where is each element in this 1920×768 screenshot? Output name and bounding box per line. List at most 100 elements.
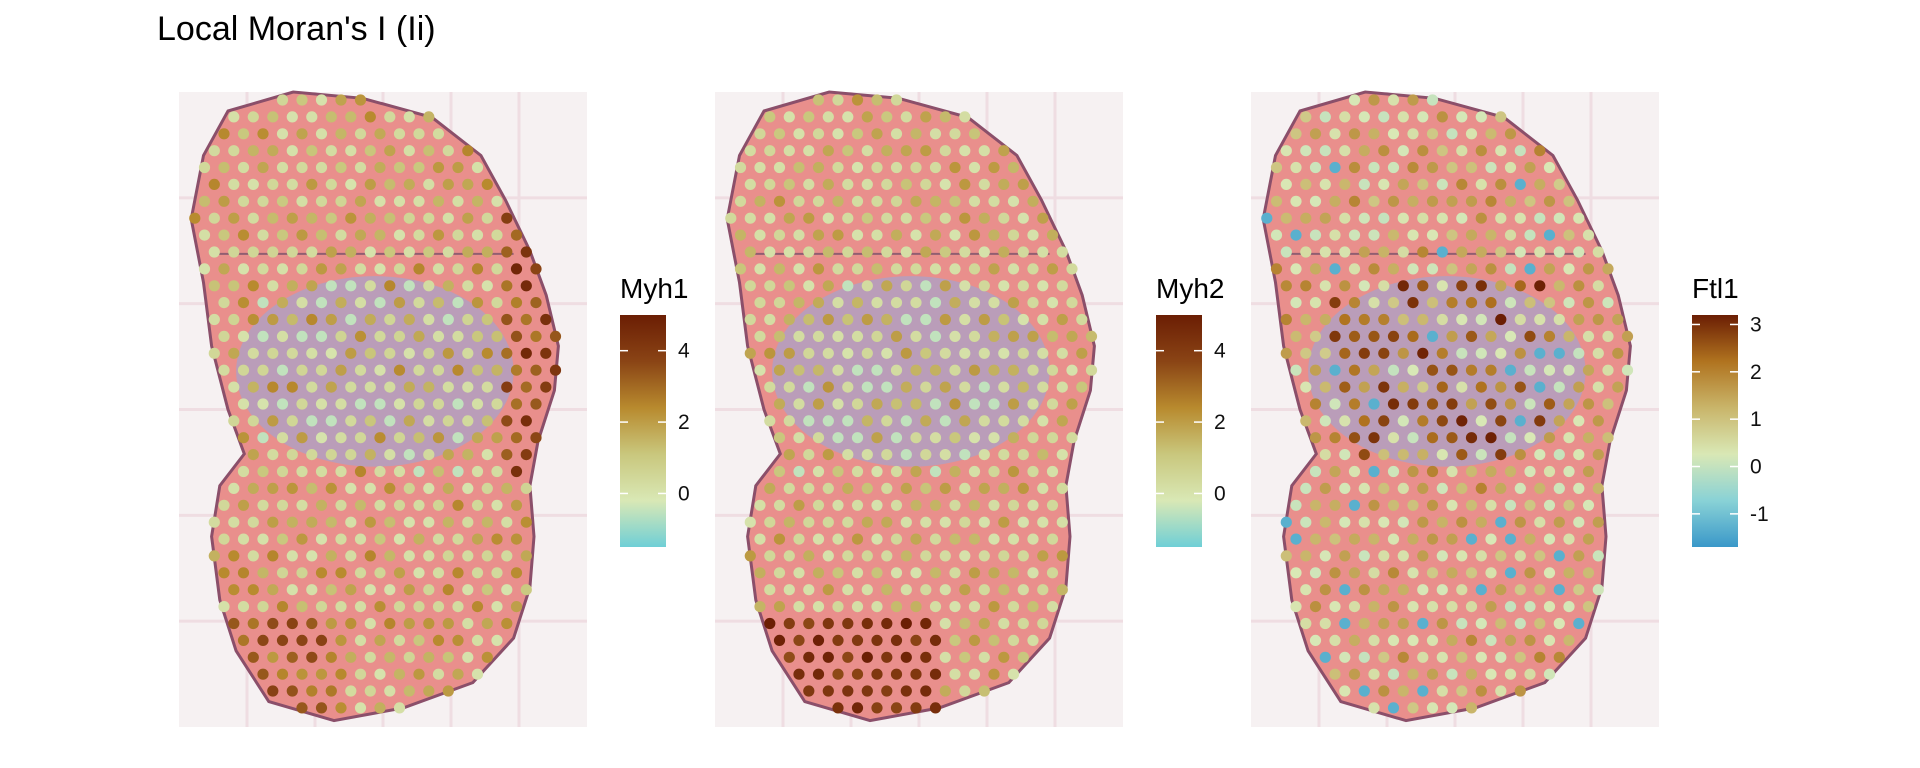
spot-myh1 <box>315 161 328 174</box>
spot-ftl1 <box>1407 398 1419 410</box>
spot-myh2 <box>1046 465 1059 478</box>
spot-ftl1 <box>1348 297 1361 309</box>
spot-ftl1 <box>1397 617 1409 630</box>
spot-myh2 <box>1027 432 1039 444</box>
spot-myh1 <box>393 567 406 579</box>
spot-ftl1 <box>1436 381 1448 393</box>
spot-myh1 <box>374 229 386 241</box>
spot-ftl1 <box>1309 432 1322 444</box>
spot-myh1 <box>237 128 250 140</box>
spot-myh2 <box>920 313 932 326</box>
spot-ftl1 <box>1514 617 1526 630</box>
spot-myh1 <box>442 381 454 393</box>
spot-myh2 <box>812 161 825 174</box>
spot-ftl1 <box>1407 364 1419 376</box>
spot-myh2 <box>968 263 981 275</box>
spot-ftl1 <box>1290 229 1302 241</box>
spot-myh1 <box>510 398 523 410</box>
spot-myh2 <box>949 128 961 140</box>
spot-ftl1 <box>1300 145 1312 157</box>
spot-myh1 <box>354 567 367 579</box>
spot-ftl1 <box>1319 212 1331 224</box>
spot-ftl1 <box>1378 111 1390 123</box>
spot-ftl1 <box>1270 263 1283 275</box>
spot-ftl1 <box>1543 398 1556 410</box>
spot-ftl1 <box>1417 246 1429 258</box>
spot-myh2 <box>1027 364 1039 376</box>
spot-myh1 <box>364 449 376 461</box>
spot-myh1 <box>501 415 513 427</box>
spot-myh2 <box>1056 313 1068 326</box>
spot-myh2 <box>754 161 766 174</box>
spot-myh1 <box>335 668 347 680</box>
spot-ftl1 <box>1504 128 1517 140</box>
spot-ftl1 <box>1543 533 1556 545</box>
spot-myh1 <box>354 195 367 207</box>
spot-myh2 <box>832 161 844 174</box>
spot-myh1 <box>267 280 279 292</box>
spot-myh2 <box>890 195 903 207</box>
spot-ftl1 <box>1397 280 1409 292</box>
spot-myh2 <box>754 229 766 241</box>
spot-myh2 <box>793 263 805 275</box>
spot-ftl1 <box>1621 330 1634 342</box>
spot-ftl1 <box>1339 550 1351 562</box>
spot-ftl1 <box>1407 634 1419 647</box>
spot-ftl1 <box>1339 516 1351 528</box>
spot-myh2 <box>1017 347 1029 359</box>
spot-ftl1 <box>1534 347 1546 359</box>
spot-myh2 <box>842 246 854 258</box>
spot-myh2 <box>881 415 893 427</box>
spot-ftl1 <box>1319 178 1331 190</box>
spot-myh1 <box>471 601 484 613</box>
spot-ftl1 <box>1495 178 1507 190</box>
spot-myh2 <box>920 347 932 359</box>
spot-ftl1 <box>1563 567 1575 579</box>
spot-myh2 <box>998 550 1010 562</box>
spot-myh1 <box>442 550 454 562</box>
spot-myh1 <box>247 651 259 663</box>
spot-myh1 <box>364 685 376 697</box>
spot-myh1 <box>403 212 415 224</box>
spot-myh1 <box>501 313 513 326</box>
spot-myh1 <box>413 465 425 478</box>
spot-myh2 <box>998 178 1010 190</box>
spot-ftl1 <box>1417 617 1429 630</box>
spot-myh1 <box>481 651 493 663</box>
spot-myh1 <box>393 161 406 174</box>
spot-myh1 <box>452 533 464 545</box>
spot-myh1 <box>228 178 240 190</box>
spot-myh2 <box>978 280 990 292</box>
spot-ftl1 <box>1485 499 1497 511</box>
spot-ftl1 <box>1504 195 1517 207</box>
spot-myh1 <box>374 330 386 342</box>
spot-ftl1 <box>1358 449 1370 461</box>
spot-myh2 <box>754 128 766 140</box>
spot-myh1 <box>384 516 396 528</box>
spot-myh2 <box>959 415 971 427</box>
spot-myh2 <box>1027 533 1039 545</box>
spot-myh2 <box>1056 381 1068 393</box>
spot-ftl1 <box>1300 313 1312 326</box>
spot-ftl1 <box>1592 550 1604 562</box>
spot-ftl1 <box>1426 634 1439 647</box>
spot-myh1 <box>384 415 396 427</box>
spot-ftl1 <box>1300 212 1312 224</box>
legend-myh1: Myh1 024 <box>620 273 690 547</box>
spot-myh2 <box>842 145 854 157</box>
spot-myh1 <box>335 229 347 241</box>
spot-ftl1 <box>1407 668 1419 680</box>
spot-myh2 <box>832 465 844 478</box>
spot-ftl1 <box>1329 364 1341 376</box>
spot-myh2 <box>851 432 864 444</box>
spot-myh2 <box>861 212 873 224</box>
spot-ftl1 <box>1592 280 1604 292</box>
spot-ftl1 <box>1456 482 1468 494</box>
spot-ftl1 <box>1387 161 1400 174</box>
spot-myh2 <box>851 330 864 342</box>
spot-myh2 <box>822 685 834 697</box>
colorbar-tick-label: -1 <box>1750 503 1769 526</box>
spot-myh1 <box>237 364 250 376</box>
spot-ftl1 <box>1573 550 1585 562</box>
spot-myh2 <box>929 668 942 680</box>
